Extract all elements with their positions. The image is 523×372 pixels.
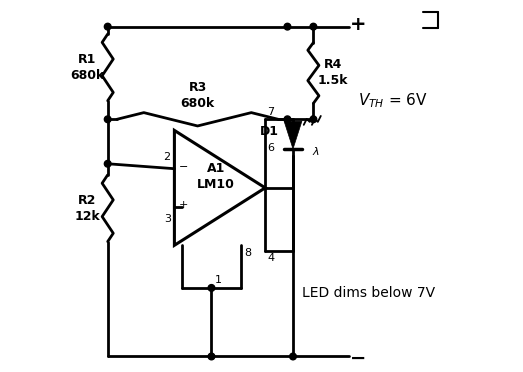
Text: λ: λ xyxy=(312,147,319,157)
Circle shape xyxy=(310,23,317,30)
Circle shape xyxy=(105,116,111,123)
Text: 6: 6 xyxy=(267,142,275,153)
Text: 7: 7 xyxy=(267,108,275,118)
Circle shape xyxy=(284,23,291,30)
Circle shape xyxy=(105,160,111,167)
Text: R2
12k: R2 12k xyxy=(74,194,100,223)
Text: $V_{TH}$ = 6V: $V_{TH}$ = 6V xyxy=(358,92,428,110)
Text: D1: D1 xyxy=(259,125,278,138)
Text: 2: 2 xyxy=(164,152,170,162)
Text: R4
1.5k: R4 1.5k xyxy=(317,58,348,87)
Circle shape xyxy=(284,116,291,123)
Text: R1
680k: R1 680k xyxy=(70,53,105,82)
Text: 8: 8 xyxy=(244,248,251,258)
Text: −: − xyxy=(350,349,366,368)
Text: 1: 1 xyxy=(215,275,222,285)
Circle shape xyxy=(208,285,215,291)
Text: +: + xyxy=(179,200,188,210)
Circle shape xyxy=(105,23,111,30)
Text: A1
LM10: A1 LM10 xyxy=(197,162,235,191)
Circle shape xyxy=(208,353,215,360)
Text: R3
680k: R3 680k xyxy=(180,81,215,110)
Text: −: − xyxy=(179,162,188,172)
Text: 3: 3 xyxy=(164,214,170,224)
Text: LED dims below 7V: LED dims below 7V xyxy=(302,286,436,301)
Polygon shape xyxy=(284,121,302,149)
Circle shape xyxy=(310,116,317,123)
Text: +: + xyxy=(349,15,366,34)
Text: 4: 4 xyxy=(267,253,275,263)
Circle shape xyxy=(290,353,297,360)
